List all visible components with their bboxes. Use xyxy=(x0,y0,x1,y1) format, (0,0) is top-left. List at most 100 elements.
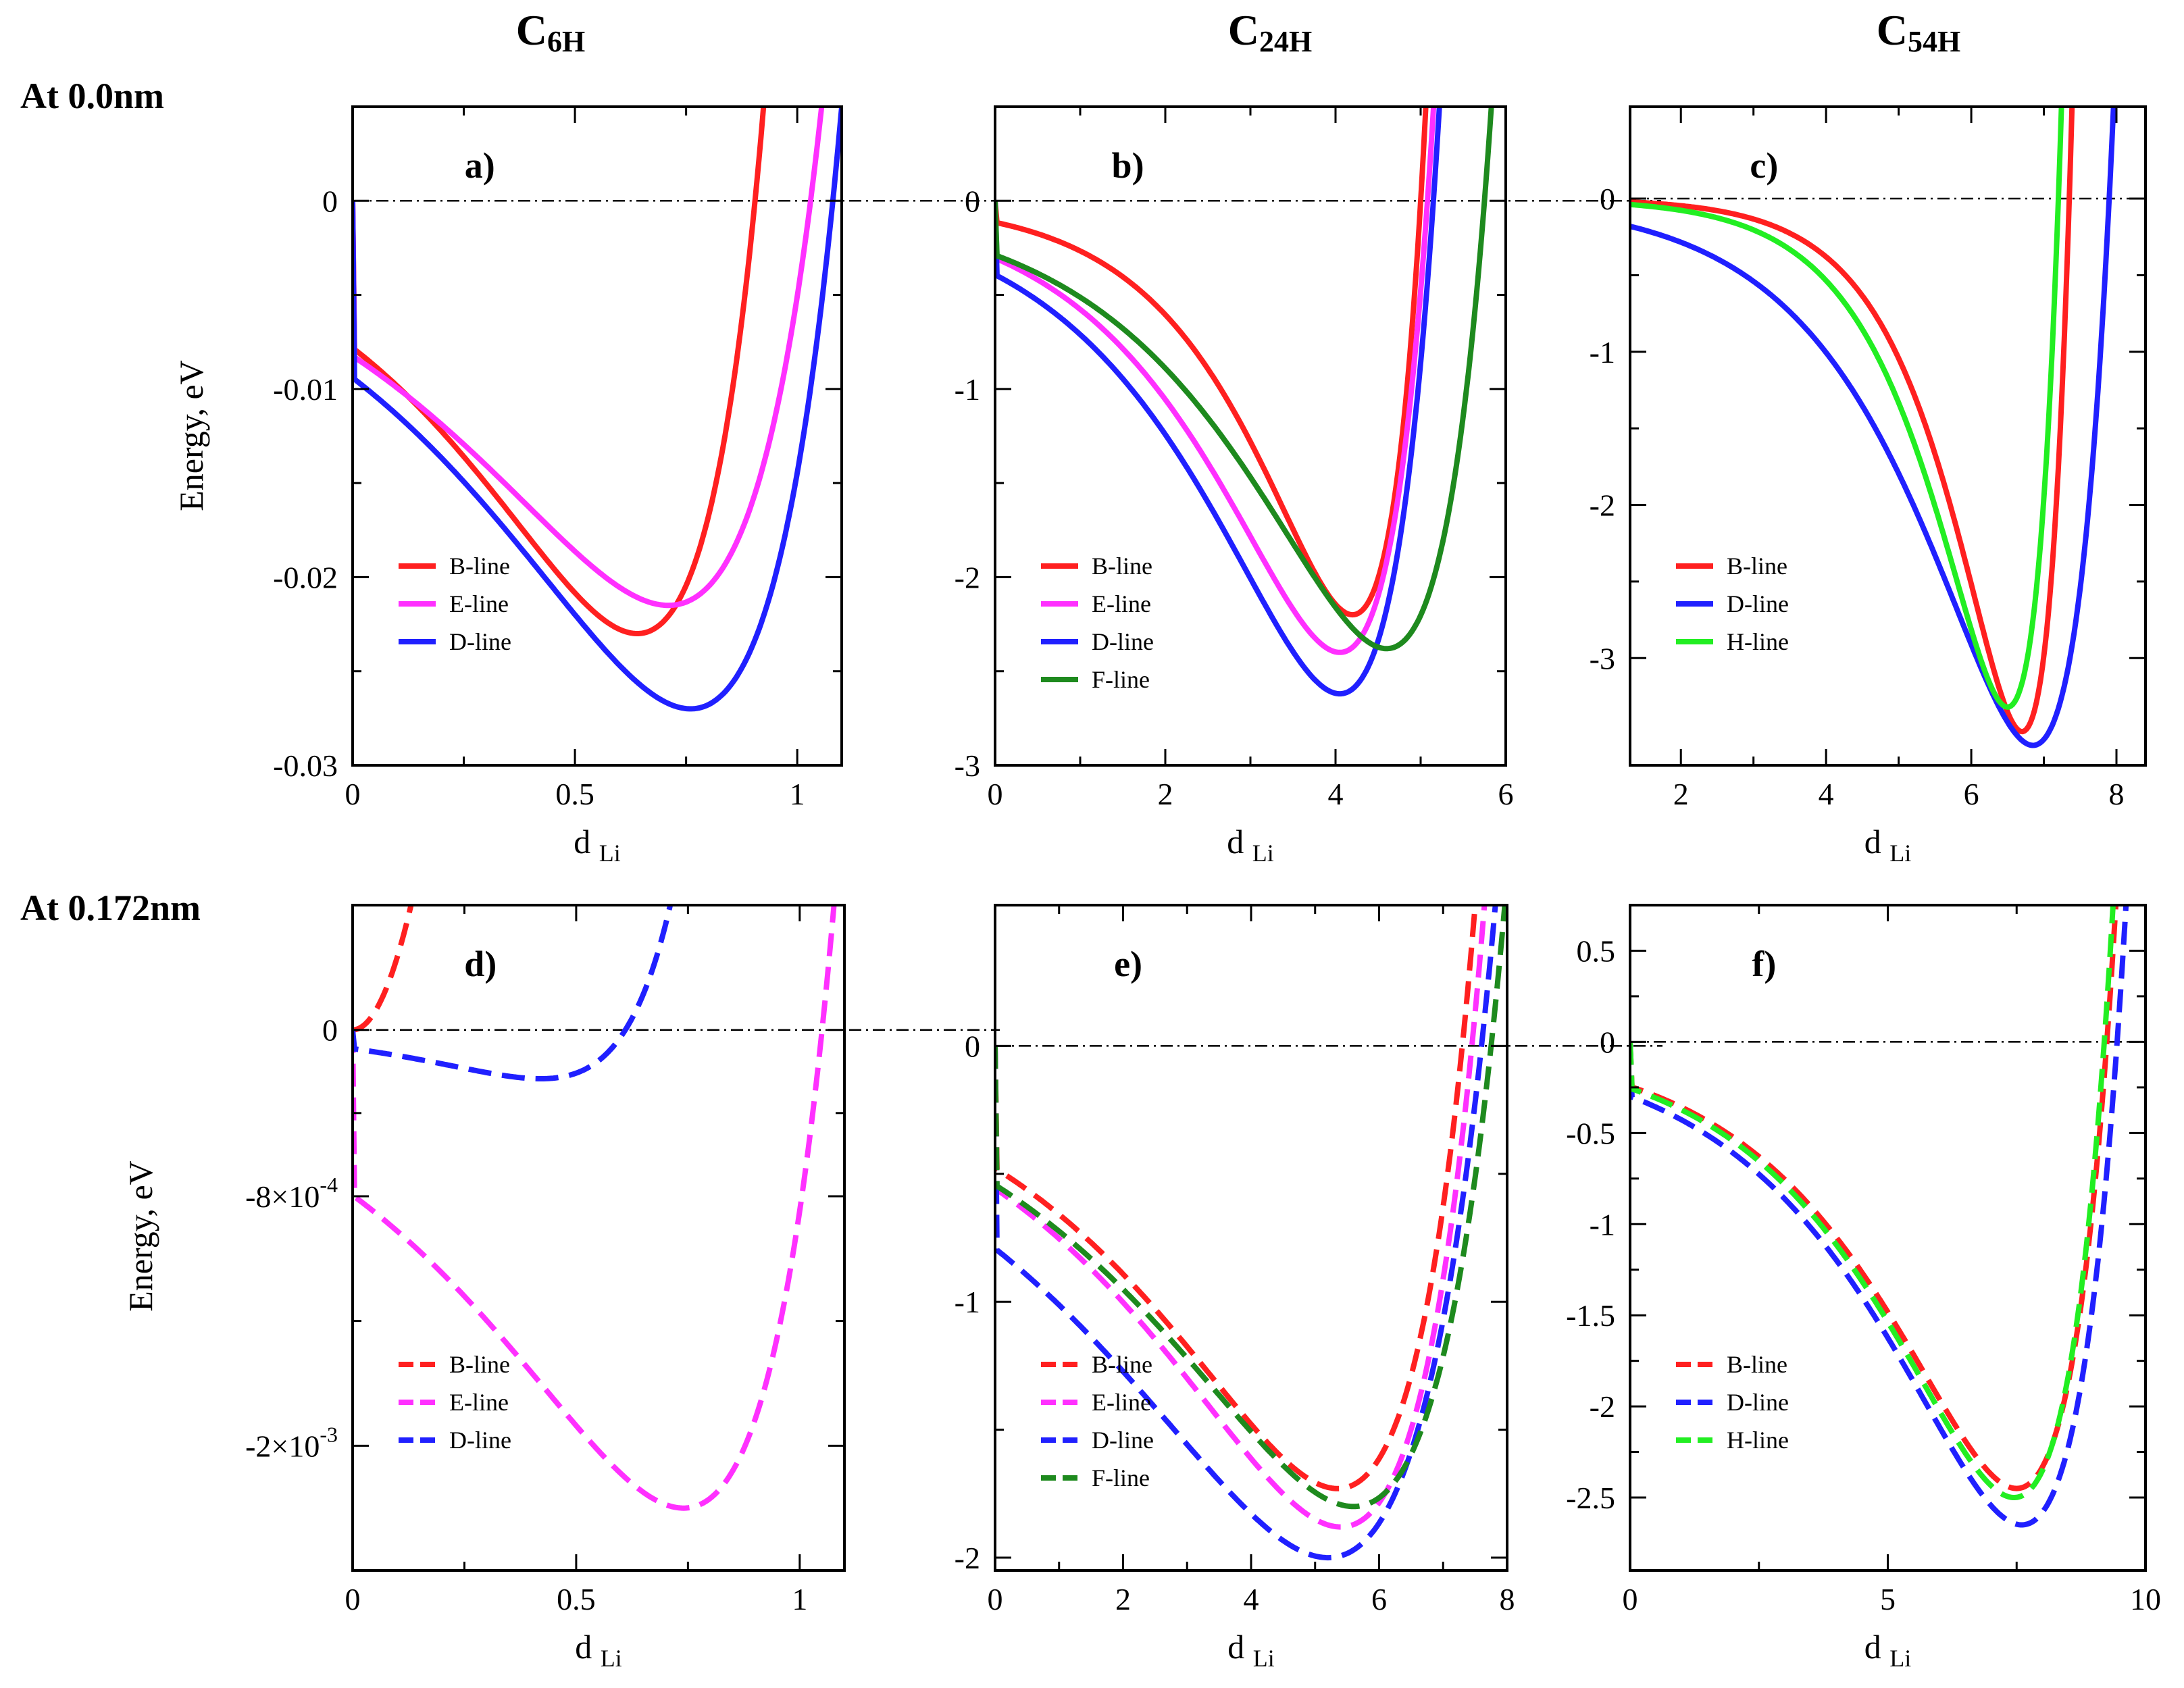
legend-label-f-line: F-line xyxy=(1092,666,1150,693)
legend-label-b-line: B-line xyxy=(1727,1351,1787,1378)
legend-label-d-line: D-line xyxy=(449,1427,511,1454)
y-tick-label: 0 xyxy=(1600,1025,1615,1059)
x-tick-label: 8 xyxy=(1500,1582,1515,1616)
legend-label-d-line: D-line xyxy=(1092,628,1154,655)
series-d-line xyxy=(995,107,1442,697)
series-f-line xyxy=(995,905,1507,1510)
panel-label: f) xyxy=(1752,944,1776,984)
y-tick-label: -8×10-4 xyxy=(245,1173,338,1214)
panel-e: 0 2 4 6 8 -2 -1 0 d Li e) B-line E-line D-line F-line xyxy=(955,904,1662,1672)
x-axis-label: d Li xyxy=(1227,1628,1275,1672)
x-tick-label: 10 xyxy=(2130,1582,2161,1616)
series-d-line xyxy=(353,107,842,712)
panel-label: c) xyxy=(1750,145,1778,186)
y-tick-label: 0 xyxy=(965,1029,980,1063)
legend-label-b-line: B-line xyxy=(1092,553,1152,580)
panel-d: 0 0.5 1 -2×10-3 -8×10-4 0 d Li Energy, eV d) B-li… xyxy=(122,904,1000,1672)
column-title-3: C54H xyxy=(1877,6,1960,58)
series-d-line xyxy=(1630,107,2116,748)
panel-label: d) xyxy=(464,944,497,984)
row-title-1: At 0.0nm xyxy=(20,76,164,116)
panel-c: 2 4 6 8 -3 -2 -1 0 d Li c) B-line D-line H-line xyxy=(1590,105,2147,867)
y-tick-label: -2 xyxy=(1590,1389,1615,1424)
x-axis-label: d Li xyxy=(575,1628,622,1672)
x-axis-label: d Li xyxy=(1864,1628,1912,1672)
series-h-line xyxy=(1630,905,2116,1500)
y-tick-label: -2 xyxy=(955,560,980,594)
series-group xyxy=(1630,905,2129,1528)
y-axis-label: Energy, eV xyxy=(172,360,210,511)
y-tick-label: -0.03 xyxy=(273,748,338,783)
legend-label-b-line: B-line xyxy=(449,1351,510,1378)
plot-frame xyxy=(1629,904,2147,1572)
x-tick-label: 0 xyxy=(988,777,1003,811)
series-b-line xyxy=(353,107,767,636)
series-b-line xyxy=(995,107,1429,618)
y-tick-label: -0.02 xyxy=(273,560,338,594)
x-tick-label: 0.5 xyxy=(557,1582,596,1616)
x-tick-label: 5 xyxy=(1880,1582,1896,1616)
y-tick-label: -2×10-3 xyxy=(245,1422,338,1463)
y-tick-label: -1 xyxy=(1590,335,1615,369)
legend-label-e-line: E-line xyxy=(449,590,509,617)
legend-label-h-line: H-line xyxy=(1727,628,1789,655)
plot-frame xyxy=(994,904,1508,1572)
x-axis-label: d Li xyxy=(1227,823,1274,867)
x-tick-label: 2 xyxy=(1673,777,1689,811)
y-tick-label: -0.5 xyxy=(1566,1116,1615,1150)
column-title-1: C6H xyxy=(516,6,585,58)
x-tick-label: 4 xyxy=(1819,777,1834,811)
x-tick-label: 0 xyxy=(988,1582,1003,1616)
y-tick-label: -0.01 xyxy=(273,372,338,407)
y-tick-label: -2.5 xyxy=(1566,1481,1615,1515)
legend-label-h-line: H-line xyxy=(1727,1427,1789,1454)
x-tick-label: 1 xyxy=(790,777,805,811)
x-tick-label: 0.5 xyxy=(555,777,594,811)
panel-label: a) xyxy=(465,145,495,186)
y-tick-label: -2 xyxy=(1590,488,1615,523)
y-axis-label: Energy, eV xyxy=(122,1160,159,1312)
legend-label-d-line: D-line xyxy=(1727,590,1789,617)
legend: B-line D-line H-line xyxy=(1676,553,1789,655)
x-axis-label: d Li xyxy=(574,823,621,867)
legend: B-line E-line D-line F-line xyxy=(1041,1351,1154,1491)
y-tick-label: -1.5 xyxy=(1566,1298,1615,1333)
legend: B-line D-line H-line xyxy=(1676,1351,1789,1454)
series-e-line xyxy=(353,107,825,609)
x-tick-label: 6 xyxy=(1498,777,1514,811)
legend-label-b-line: B-line xyxy=(1092,1351,1152,1378)
y-tick-label: 0.5 xyxy=(1577,933,1616,968)
series-group xyxy=(1630,107,2116,748)
series-e-line xyxy=(995,905,1488,1530)
legend-label-b-line: B-line xyxy=(449,553,510,580)
series-h-line xyxy=(1630,107,2064,710)
series-group xyxy=(353,905,837,1511)
x-tick-label: 0 xyxy=(1623,1582,1638,1616)
x-axis-label: d Li xyxy=(1864,823,1912,867)
y-tick-label: -2 xyxy=(955,1541,980,1575)
x-tick-label: 0 xyxy=(345,777,361,811)
panel-label: b) xyxy=(1112,145,1144,186)
legend: B-line E-line D-line xyxy=(399,553,511,655)
x-tick-label: 0 xyxy=(345,1582,361,1616)
legend: B-line E-line D-line F-line xyxy=(1041,553,1154,693)
series-b-line xyxy=(1630,107,2075,735)
y-tick-label: -1 xyxy=(955,372,980,407)
panels: 0 0.5 1 -0.03 -0.02 -0.01 0 d Li Energy, eV a) B-l… xyxy=(122,105,2161,1672)
series-f-line xyxy=(995,107,1494,652)
series-group xyxy=(995,107,1494,697)
y-tick-label: -1 xyxy=(1590,1207,1615,1242)
panel-b: 0 2 4 6 -3 -2 -1 0 d Li b) B-line E-line D-line F-lin… xyxy=(955,105,1661,867)
y-tick-label: 0 xyxy=(322,184,338,218)
series-d-line xyxy=(995,905,1498,1561)
plot-frame xyxy=(351,105,843,767)
y-tick-label: 0 xyxy=(1600,182,1615,216)
series-d-line xyxy=(353,905,674,1081)
x-tick-label: 2 xyxy=(1158,777,1173,811)
y-tick-label: 0 xyxy=(322,1013,338,1048)
series-group xyxy=(995,905,1507,1561)
legend-label-d-line: D-line xyxy=(1727,1389,1789,1416)
series-b-line xyxy=(995,905,1478,1491)
legend-label-f-line: F-line xyxy=(1092,1464,1150,1491)
